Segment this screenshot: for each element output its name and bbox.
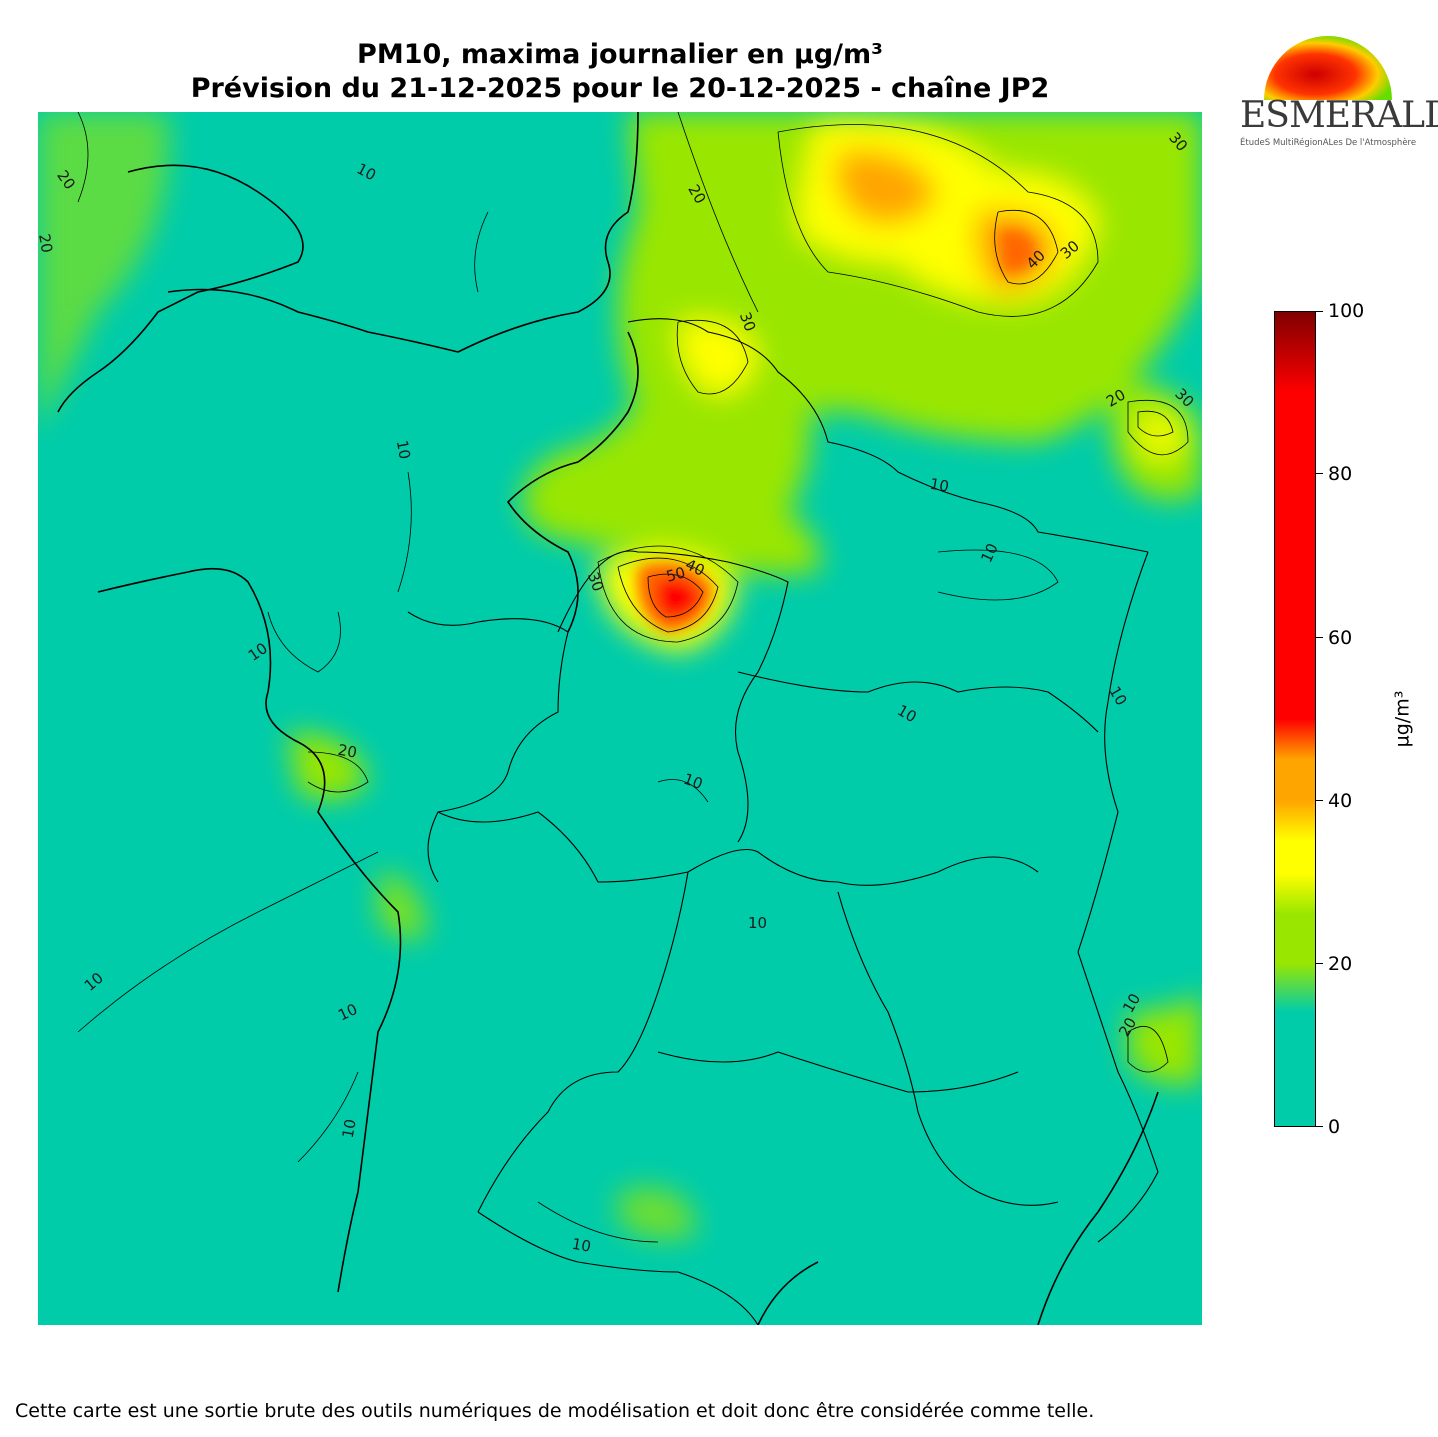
colorbar-unit: µg/m³: [1391, 690, 1414, 748]
esmeralda-logo: ESMERALDA ÉtudeS MultiRégionALes De l'At…: [1236, 34, 1438, 152]
colorbar-tick: [1316, 800, 1323, 801]
colorbar-tick: [1316, 473, 1323, 474]
colorbar: [1274, 311, 1316, 1127]
colorbar-label-60: 60: [1328, 627, 1353, 649]
logo-semicircle-icon: [1264, 36, 1392, 100]
contour-label-10: 10: [393, 439, 414, 461]
logo-wordmark: ESMERALDA: [1240, 95, 1438, 136]
admin-borders: [407, 318, 1159, 1325]
contour-label-10: 10: [928, 475, 950, 496]
contour-label-10: 10: [570, 1235, 592, 1256]
coastlines: [57, 112, 1159, 1325]
colorbar-label-20: 20: [1328, 953, 1353, 975]
colorbar-tick: [1316, 311, 1323, 312]
contour-lines: [77, 112, 1189, 1243]
contour-label-20: 20: [336, 741, 358, 762]
title-line-2: Prévision du 21-12-2025 pour le 20-12-20…: [190, 73, 1050, 104]
contour-label-10: 10: [748, 914, 767, 932]
map-title: PM10, maxima journalier en µg/m³ Prévisi…: [38, 38, 1202, 106]
colorbar-tick: [1316, 1126, 1323, 1127]
contour-label-30: 30: [736, 310, 759, 334]
colorbar-label-0: 0: [1328, 1116, 1341, 1138]
contour-label-30: 30: [584, 570, 607, 594]
contour-label-10: 10: [339, 1118, 360, 1140]
pm10-map: 10 20 20 20 30 40 30 30 20 30 10 10 10 5…: [38, 112, 1202, 1325]
colorbar-tick: [1316, 637, 1323, 638]
contour-label-10: 10: [681, 770, 705, 793]
title-line-1: PM10, maxima journalier en µg/m³: [357, 39, 883, 70]
colorbar-label-80: 80: [1328, 463, 1353, 485]
contour-label-20: 20: [38, 232, 56, 254]
colorbar-label-40: 40: [1328, 790, 1353, 812]
contour-label-50: 50: [664, 563, 687, 585]
logo-tagline: ÉtudeS MultiRégionALes De l'Atmosphère: [1240, 138, 1417, 148]
disclaimer-text: Cette carte est une sortie brute des out…: [15, 1400, 1095, 1422]
colorbar-label-100: 100: [1328, 300, 1365, 322]
colorbar-tick: [1316, 963, 1323, 964]
